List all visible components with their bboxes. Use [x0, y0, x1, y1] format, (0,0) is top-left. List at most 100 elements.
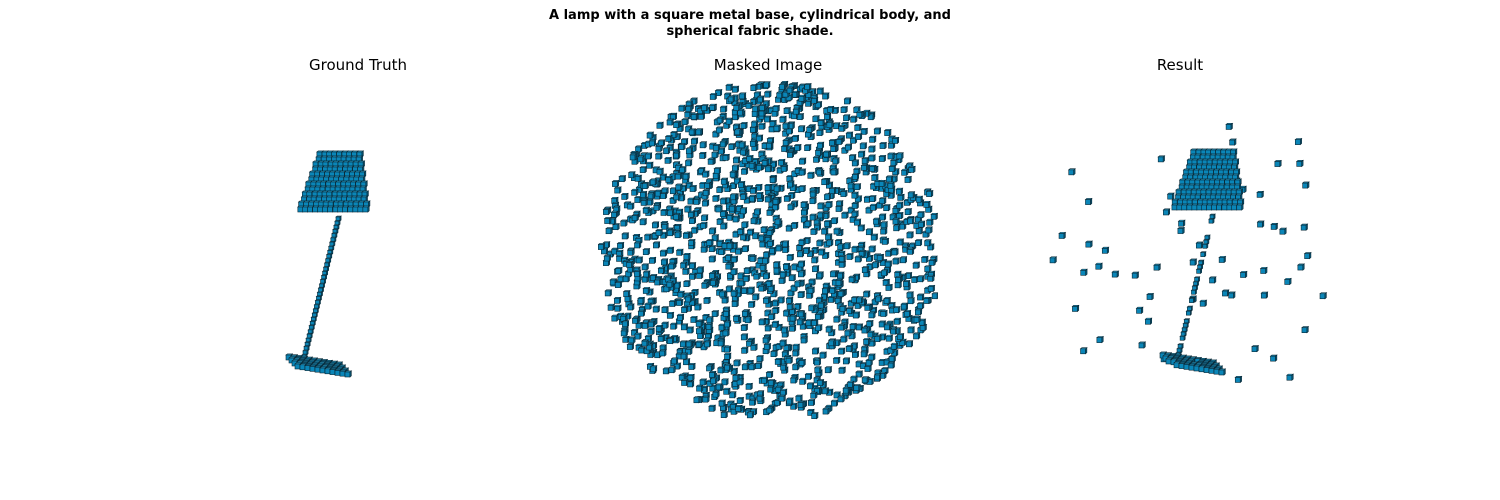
- voxel-cube: [631, 213, 640, 222]
- voxel-cube: [723, 352, 732, 360]
- voxel-cube: [797, 290, 806, 299]
- voxel-cube: [899, 256, 908, 264]
- voxel-cube: [727, 142, 736, 151]
- voxel-cube: [644, 152, 653, 160]
- voxel-cube: [766, 208, 775, 217]
- voxel-cube: [862, 109, 871, 117]
- voxel-cube: [657, 139, 666, 147]
- voxel-cube: [1185, 309, 1193, 316]
- voxel-cube: [882, 278, 891, 287]
- voxel-cube: [747, 300, 756, 309]
- voxel-cube: [692, 197, 701, 206]
- voxel-cube: [715, 185, 724, 194]
- voxel-cube: [647, 297, 656, 305]
- voxel-cube: [828, 186, 837, 195]
- voxel-cube: [912, 261, 921, 269]
- voxel-cube: [874, 295, 883, 303]
- voxel-cube: [320, 274, 328, 281]
- voxel-cube: [693, 396, 702, 404]
- voxel-cube: [684, 104, 693, 113]
- voxel-cube: [666, 246, 675, 254]
- voxel-cube: [891, 206, 900, 215]
- voxel-cube: [924, 226, 933, 234]
- voxel-cube: [675, 298, 684, 307]
- voxel-cube: [916, 275, 925, 283]
- voxel-cube: [867, 145, 876, 153]
- voxel-cube: [683, 110, 692, 118]
- voxel-cube: [825, 325, 834, 333]
- voxel-cube: [761, 256, 770, 265]
- voxel-cube: [682, 357, 691, 366]
- voxel-cube: [857, 150, 866, 158]
- voxel-cube: [701, 199, 710, 207]
- voxel-cube: [867, 154, 876, 162]
- voxel-cube: [685, 146, 694, 155]
- voxel-cube: [832, 315, 841, 323]
- voxel-cube: [857, 224, 866, 232]
- voxel-cube: [788, 273, 797, 282]
- voxel-cube: [1138, 341, 1147, 349]
- voxel-cube: [755, 354, 764, 363]
- voxel-cube: [681, 267, 690, 275]
- voxel-cube: [797, 270, 806, 278]
- voxel-cube: [813, 223, 822, 231]
- voxel-cube: [787, 191, 796, 200]
- panel-title-result: Result: [1156, 56, 1204, 74]
- voxel-cube: [862, 337, 871, 346]
- voxel-cube: [303, 345, 310, 352]
- voxel-cube: [613, 296, 622, 305]
- voxel-cube: [795, 394, 804, 402]
- voxel-cube: [845, 252, 854, 261]
- voxel-cube: [810, 411, 819, 420]
- voxel-cube: [1157, 155, 1166, 163]
- voxel-cube: [711, 309, 720, 318]
- voxel-cube: [838, 260, 847, 269]
- voxel-cube: [763, 90, 772, 98]
- voxel-cube: [642, 247, 651, 256]
- voxel-cube: [662, 367, 671, 375]
- voxel-cube: [739, 148, 748, 156]
- voxel-cube: [816, 141, 825, 149]
- voxel-cube: [1177, 219, 1186, 227]
- voxel-cube: [712, 390, 721, 398]
- voxel-cube: [895, 187, 904, 195]
- voxel-cube: [642, 206, 651, 214]
- voxel-cube: [722, 153, 731, 162]
- voxel-cube: [907, 165, 916, 174]
- voxel-cube: [686, 380, 695, 388]
- voxel-cube: [824, 200, 833, 209]
- voxel-cube: [879, 227, 888, 235]
- voxel-cube: [677, 142, 686, 151]
- voxel-cube: [688, 128, 697, 136]
- voxel-cube: [1067, 168, 1076, 176]
- voxel-cube: [709, 376, 718, 385]
- voxel-cube: [817, 118, 826, 127]
- voxel-cube: [679, 261, 688, 269]
- voxel-cube: [332, 228, 339, 235]
- voxel-cube: [734, 404, 743, 413]
- voxel-cube: [786, 253, 795, 262]
- voxel-cube: [306, 332, 314, 339]
- voxel-cube: [772, 197, 781, 205]
- voxel-cube: [800, 336, 809, 344]
- voxel-cube: [742, 274, 751, 283]
- voxel-cube: [798, 358, 807, 367]
- voxel-cube: [659, 249, 668, 257]
- voxel-cube: [725, 117, 734, 125]
- voxel-cube: [860, 345, 869, 353]
- voxel-cube: [724, 262, 733, 270]
- voxel-cube: [805, 125, 814, 134]
- voxel-cube: [880, 269, 889, 277]
- voxel-cube: [846, 380, 855, 388]
- voxel-cube: [853, 123, 862, 132]
- voxel-cube: [761, 158, 770, 167]
- voxel-cube: [741, 309, 750, 317]
- voxel-cube: [708, 227, 717, 235]
- voxel-cube: [626, 303, 635, 311]
- voxel-cube: [629, 153, 638, 161]
- voxel-cube: [843, 97, 852, 105]
- voxel-cube: [816, 378, 825, 387]
- voxel-cube: [700, 281, 709, 289]
- voxel-cube: [771, 320, 780, 328]
- voxel-cube: [851, 350, 860, 359]
